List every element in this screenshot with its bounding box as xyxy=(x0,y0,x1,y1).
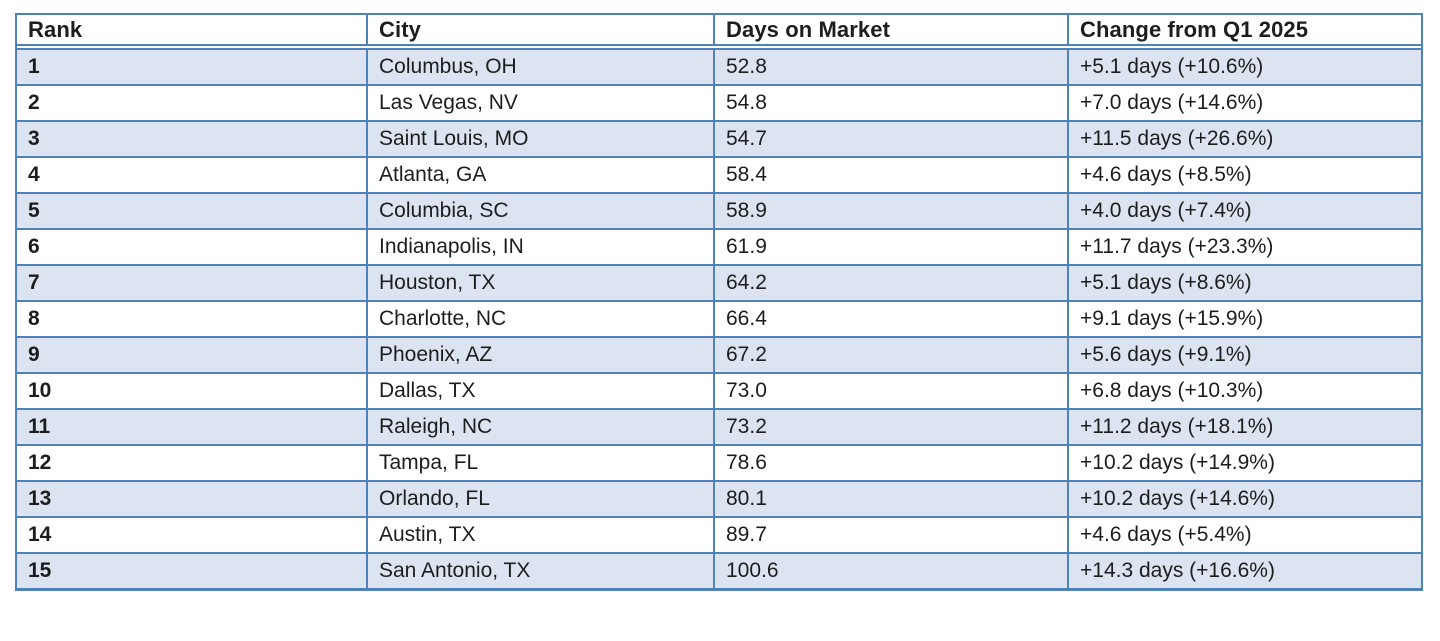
days-cell: 58.4 xyxy=(713,156,1069,194)
rank-cell: 1 xyxy=(15,48,368,86)
table-row: 15 San Antonio, TX 100.6 +14.3 days (+16… xyxy=(15,552,1423,590)
change-cell: +5.6 days (+9.1%) xyxy=(1067,336,1423,374)
days-cell: 100.6 xyxy=(713,552,1069,590)
change-cell: +11.5 days (+26.6%) xyxy=(1067,120,1423,158)
table-row: 14 Austin, TX 89.7 +4.6 days (+5.4%) xyxy=(15,516,1423,554)
rank-cell: 10 xyxy=(15,372,368,410)
change-cell: +10.2 days (+14.6%) xyxy=(1067,480,1423,518)
column-header-change: Change from Q1 2025 xyxy=(1067,13,1423,46)
change-cell: +4.0 days (+7.4%) xyxy=(1067,192,1423,230)
city-cell: Dallas, TX xyxy=(366,372,715,410)
days-cell: 73.2 xyxy=(713,408,1069,446)
change-cell: +14.3 days (+16.6%) xyxy=(1067,552,1423,590)
days-cell: 61.9 xyxy=(713,228,1069,266)
change-cell: +5.1 days (+8.6%) xyxy=(1067,264,1423,302)
days-cell: 78.6 xyxy=(713,444,1069,482)
table-body: 1 Columbus, OH 52.8 +5.1 days (+10.6%) 2… xyxy=(15,48,1423,590)
city-cell: Las Vegas, NV xyxy=(366,84,715,122)
days-cell: 64.2 xyxy=(713,264,1069,302)
days-cell: 58.9 xyxy=(713,192,1069,230)
table-row: 6 Indianapolis, IN 61.9 +11.7 days (+23.… xyxy=(15,228,1423,266)
days-cell: 80.1 xyxy=(713,480,1069,518)
table-row: 13 Orlando, FL 80.1 +10.2 days (+14.6%) xyxy=(15,480,1423,518)
rank-cell: 7 xyxy=(15,264,368,302)
days-cell: 52.8 xyxy=(713,48,1069,86)
days-cell: 73.0 xyxy=(713,372,1069,410)
table-row: 12 Tampa, FL 78.6 +10.2 days (+14.9%) xyxy=(15,444,1423,482)
column-header-days: Days on Market xyxy=(713,13,1069,46)
table-row: 5 Columbia, SC 58.9 +4.0 days (+7.4%) xyxy=(15,192,1423,230)
city-cell: San Antonio, TX xyxy=(366,552,715,590)
change-cell: +7.0 days (+14.6%) xyxy=(1067,84,1423,122)
table-row: 9 Phoenix, AZ 67.2 +5.6 days (+9.1%) xyxy=(15,336,1423,374)
change-cell: +5.1 days (+10.6%) xyxy=(1067,48,1423,86)
days-cell: 66.4 xyxy=(713,300,1069,338)
table-row: 1 Columbus, OH 52.8 +5.1 days (+10.6%) xyxy=(15,48,1423,86)
city-cell: Columbus, OH xyxy=(366,48,715,86)
change-cell: +11.2 days (+18.1%) xyxy=(1067,408,1423,446)
days-cell: 54.8 xyxy=(713,84,1069,122)
city-cell: Austin, TX xyxy=(366,516,715,554)
city-cell: Raleigh, NC xyxy=(366,408,715,446)
table-row: 8 Charlotte, NC 66.4 +9.1 days (+15.9%) xyxy=(15,300,1423,338)
column-header-rank: Rank xyxy=(15,13,368,46)
column-header-city: City xyxy=(366,13,715,46)
rank-cell: 9 xyxy=(15,336,368,374)
rank-cell: 12 xyxy=(15,444,368,482)
change-cell: +11.7 days (+23.3%) xyxy=(1067,228,1423,266)
table-row: 2 Las Vegas, NV 54.8 +7.0 days (+14.6%) xyxy=(15,84,1423,122)
rank-cell: 11 xyxy=(15,408,368,446)
city-cell: Phoenix, AZ xyxy=(366,336,715,374)
city-cell: Charlotte, NC xyxy=(366,300,715,338)
days-on-market-table: Rank City Days on Market Change from Q1 … xyxy=(15,13,1423,591)
header-separator-rule xyxy=(15,45,1423,49)
days-cell: 54.7 xyxy=(713,120,1069,158)
city-cell: Indianapolis, IN xyxy=(366,228,715,266)
rank-cell: 2 xyxy=(15,84,368,122)
table-header: Rank City Days on Market Change from Q1 … xyxy=(15,13,1423,49)
change-cell: +10.2 days (+14.9%) xyxy=(1067,444,1423,482)
city-cell: Houston, TX xyxy=(366,264,715,302)
table-row: 7 Houston, TX 64.2 +5.1 days (+8.6%) xyxy=(15,264,1423,302)
rank-cell: 15 xyxy=(15,552,368,590)
city-cell: Columbia, SC xyxy=(366,192,715,230)
city-cell: Tampa, FL xyxy=(366,444,715,482)
rank-cell: 8 xyxy=(15,300,368,338)
city-cell: Orlando, FL xyxy=(366,480,715,518)
table-row: 11 Raleigh, NC 73.2 +11.2 days (+18.1%) xyxy=(15,408,1423,446)
city-cell: Saint Louis, MO xyxy=(366,120,715,158)
header-row: Rank City Days on Market Change from Q1 … xyxy=(15,13,1423,46)
rank-cell: 5 xyxy=(15,192,368,230)
change-cell: +4.6 days (+5.4%) xyxy=(1067,516,1423,554)
change-cell: +6.8 days (+10.3%) xyxy=(1067,372,1423,410)
page: Rank City Days on Market Change from Q1 … xyxy=(15,13,1423,591)
city-cell: Atlanta, GA xyxy=(366,156,715,194)
rank-cell: 13 xyxy=(15,480,368,518)
rank-cell: 6 xyxy=(15,228,368,266)
days-cell: 89.7 xyxy=(713,516,1069,554)
change-cell: +9.1 days (+15.9%) xyxy=(1067,300,1423,338)
rank-cell: 14 xyxy=(15,516,368,554)
table-row: 4 Atlanta, GA 58.4 +4.6 days (+8.5%) xyxy=(15,156,1423,194)
header-separator xyxy=(15,45,1423,49)
table-row: 3 Saint Louis, MO 54.7 +11.5 days (+26.6… xyxy=(15,120,1423,158)
days-cell: 67.2 xyxy=(713,336,1069,374)
change-cell: +4.6 days (+8.5%) xyxy=(1067,156,1423,194)
rank-cell: 3 xyxy=(15,120,368,158)
table-row: 10 Dallas, TX 73.0 +6.8 days (+10.3%) xyxy=(15,372,1423,410)
rank-cell: 4 xyxy=(15,156,368,194)
